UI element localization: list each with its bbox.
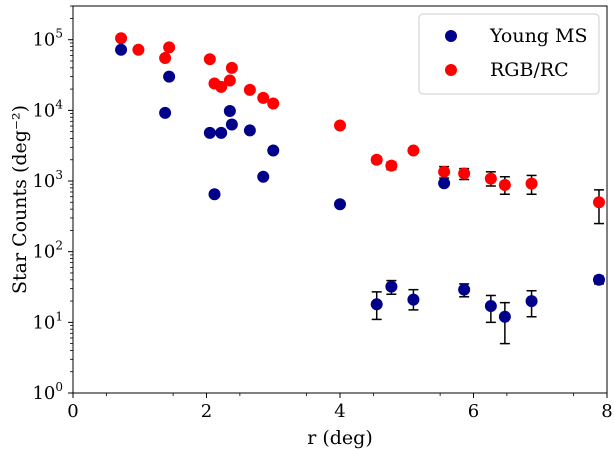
x-tick-label: 8 [601, 401, 612, 422]
data-point-rgb-rc [203, 53, 216, 66]
data-point-rgb-rc [257, 91, 270, 104]
data-point-young-ms [484, 300, 497, 313]
data-point-young-ms [385, 280, 398, 293]
data-point-rgb-rc [225, 61, 238, 74]
data-point-rgb-rc [525, 177, 538, 190]
x-tick-label: 6 [468, 401, 479, 422]
data-point-young-ms [334, 198, 346, 211]
data-point-young-ms [163, 70, 176, 83]
data-point-rgb-rc [132, 43, 145, 56]
x-tick-label: 4 [334, 401, 345, 422]
data-point-rgb-rc [458, 167, 471, 180]
y-tick-label: 102 [32, 239, 63, 263]
data-point-rgb-rc [484, 172, 497, 185]
axis-labels: r (deg) Star Counts (deg⁻²) [9, 105, 373, 449]
x-tick-label: 2 [201, 401, 212, 422]
data-point-young-ms [370, 298, 383, 311]
x-axis-label: r (deg) [307, 427, 373, 449]
data-point-young-ms [438, 177, 451, 190]
data-point-rgb-rc [115, 32, 128, 45]
data-point-young-ms [208, 188, 221, 201]
y-axis-label: Star Counts (deg⁻²) [9, 105, 31, 294]
data-point-rgb-rc [407, 144, 420, 157]
legend-marker-rgb-rc [445, 64, 457, 76]
data-point-rgb-rc [223, 74, 236, 87]
data-point-young-ms [243, 124, 256, 137]
data-point-young-ms [203, 126, 216, 139]
axis-ticks: 0 2 4 6 8 100 101 102 103 104 105 [32, 5, 613, 422]
data-point-young-ms [215, 126, 228, 139]
legend-label-rgb-rc: RGB/RC [490, 59, 569, 81]
data-point-young-ms [498, 310, 511, 323]
plot-area [115, 32, 605, 345]
data-point-rgb-rc [334, 119, 346, 132]
data-point-rgb-rc [243, 83, 256, 96]
data-point-rgb-rc [438, 165, 451, 178]
data-point-rgb-rc [215, 80, 228, 93]
data-point-rgb-rc [498, 178, 511, 191]
data-point-rgb-rc [159, 52, 172, 65]
data-point-rgb-rc [267, 97, 280, 110]
data-point-young-ms [407, 293, 420, 306]
data-point-young-ms [223, 104, 236, 117]
y-tick-label: 103 [32, 168, 63, 192]
y-tick-label: 100 [32, 380, 63, 404]
legend-marker-young-ms [445, 30, 457, 42]
data-point-young-ms [159, 106, 172, 119]
y-tick-label: 101 [32, 309, 63, 333]
data-point-young-ms [225, 118, 238, 131]
data-point-young-ms [525, 295, 538, 308]
legend: Young MS RGB/RC [418, 13, 600, 95]
data-point-young-ms [458, 283, 471, 296]
y-tick-label: 104 [32, 97, 63, 121]
data-point-rgb-rc [592, 196, 605, 209]
legend-label-young-ms: Young MS [489, 25, 587, 47]
data-point-rgb-rc [163, 41, 176, 54]
data-point-young-ms [115, 43, 128, 56]
data-point-young-ms [267, 144, 280, 157]
data-point-young-ms [592, 273, 605, 286]
legend-box [418, 13, 600, 95]
data-point-young-ms [257, 170, 270, 183]
data-point-rgb-rc [385, 159, 398, 172]
data-point-rgb-rc [370, 153, 383, 166]
x-tick-label: 0 [67, 401, 78, 422]
y-tick-label: 105 [32, 27, 63, 51]
